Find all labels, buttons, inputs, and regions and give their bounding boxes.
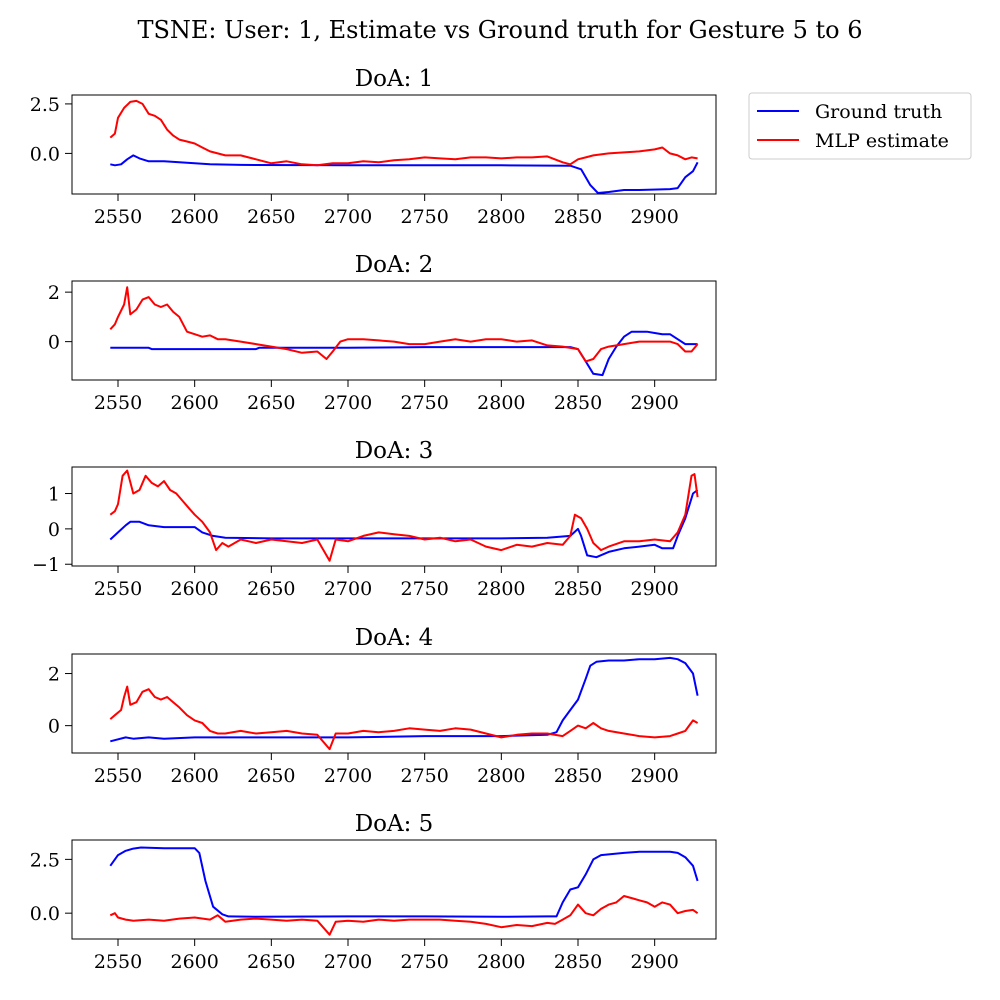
subplot-doa-2: DoA: 2 2550 2600 2650 2700 2750 2800 2850 2900 0 2 [48,252,717,414]
x-tick-label: 2600 [170,206,218,228]
x-tick-label: 2750 [400,206,448,228]
x-tick-label: 2750 [400,951,448,973]
ground-truth-line [110,656,699,743]
mlp-estimate-line [109,469,699,562]
subplot-title: DoA: 3 [355,438,434,464]
axes-frame [71,94,717,195]
x-tick-label: 2700 [324,392,372,414]
axes-frame [71,653,717,754]
legend-frame [748,92,972,160]
axes-frame [71,839,717,940]
legend-label-ground-truth: Ground truth [815,101,942,123]
x-tick-label: 2700 [324,951,372,973]
y-tick-label: 2 [48,664,60,686]
subplot-doa-4: DoA: 4 2550 2600 2650 2700 2750 2800 2850 2900 0 2 [48,625,717,787]
x-tick-label: 2850 [554,206,602,228]
subplot-title: DoA: 5 [355,811,434,837]
x-tick-label: 2600 [170,765,218,787]
mlp-estimate-line [109,685,699,751]
x-tick-label: 2550 [94,951,142,973]
x-tick-label: 2800 [477,206,525,228]
x-tick-label: 2750 [400,765,448,787]
x-tick-label: 2650 [247,578,295,600]
subplot-doa-5: DoA: 5 2550 2600 2650 2700 2750 2800 2850 2900 0.… [30,811,717,973]
x-tick-label: 2800 [477,392,525,414]
x-tick-label: 2550 [94,765,142,787]
y-tick-label: 0.0 [30,903,60,925]
x-tick-label: 2800 [477,951,525,973]
y-tick-label: 2.5 [30,94,60,116]
subplot-title: DoA: 4 [355,625,434,651]
x-tick-label: 2650 [247,392,295,414]
x-tick-label: 2900 [630,206,678,228]
x-tick-label: 2600 [170,951,218,973]
x-tick-label: 2700 [324,206,372,228]
x-tick-label: 2600 [170,392,218,414]
x-tick-label: 2550 [94,392,142,414]
subplot-title: DoA: 1 [355,66,434,92]
x-tick-label: 2750 [400,578,448,600]
y-tick-label: 0 [48,519,60,541]
x-tick-label: 2700 [324,578,372,600]
x-tick-label: 2850 [554,578,602,600]
ground-truth-line [110,154,699,194]
x-tick-label: 2900 [630,578,678,600]
legend: Ground truth MLP estimate [748,92,972,160]
subplot-title: DoA: 2 [355,252,434,278]
x-tick-label: 2850 [554,392,602,414]
x-tick-label: 2650 [247,765,295,787]
x-tick-label: 2900 [630,392,678,414]
mlp-estimate-line [109,895,699,936]
ground-truth-line [110,330,698,377]
y-tick-label: 2 [48,282,60,304]
ground-truth-line [109,846,699,918]
x-tick-label: 2850 [554,951,602,973]
figure-title: TSNE: User: 1, Estimate vs Ground truth … [137,16,862,44]
x-tick-label: 2700 [324,765,372,787]
x-tick-label: 2600 [170,578,218,600]
x-tick-label: 2800 [477,578,525,600]
axes-frame [71,466,717,567]
mlp-estimate-line [109,286,699,363]
y-tick-label: 1 [48,484,60,506]
x-tick-label: 2650 [247,206,295,228]
x-tick-label: 2800 [477,765,525,787]
mlp-estimate-line [109,99,698,167]
axes-frame [71,280,717,381]
subplot-doa-1: DoA: 1 2550 2600 2650 2700 2750 2800 2850 2900 0.… [30,66,717,228]
x-tick-label: 2550 [94,578,142,600]
x-tick-label: 2750 [400,392,448,414]
x-tick-label: 2900 [630,951,678,973]
y-tick-label: 2.5 [30,849,60,871]
x-tick-label: 2900 [630,765,678,787]
x-tick-label: 2850 [554,765,602,787]
legend-label-mlp-estimate: MLP estimate [815,130,949,152]
y-tick-label: −1 [32,554,60,576]
subplots-container: DoA: 1 2550 2600 2650 2700 2750 2800 2850 2900 0.… [30,66,717,973]
y-tick-label: 0 [48,332,60,354]
x-tick-label: 2550 [94,206,142,228]
y-tick-label: 0 [48,716,60,738]
x-tick-label: 2650 [247,951,295,973]
y-tick-label: 0.0 [30,143,60,165]
ground-truth-line [109,489,699,559]
subplot-doa-3: DoA: 3 2550 2600 2650 2700 2750 2800 2850 2900 −1… [32,438,717,600]
